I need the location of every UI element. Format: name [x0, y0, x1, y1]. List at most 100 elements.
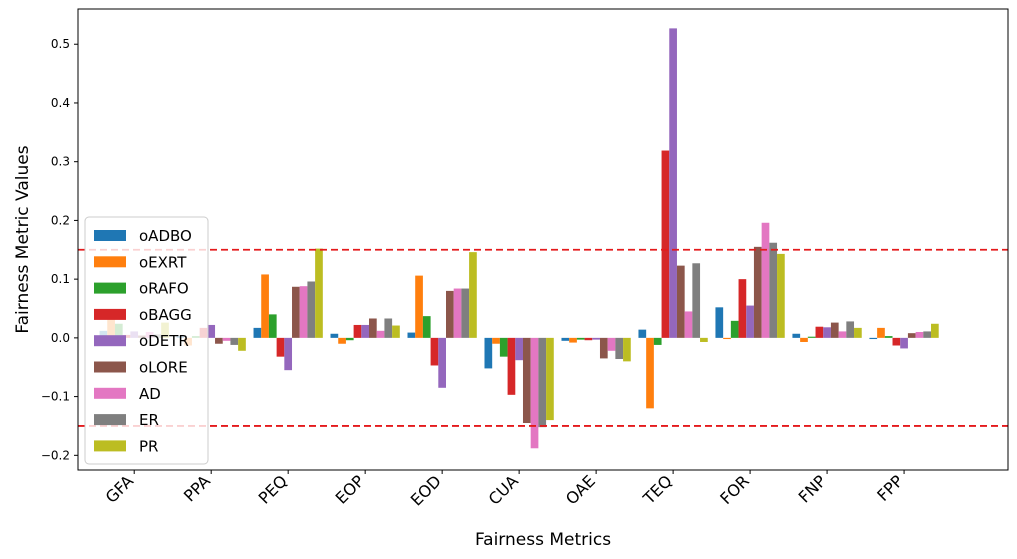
bar-oADBO-EOP [330, 333, 339, 338]
bar-AD-TEQ [684, 311, 693, 338]
legend-swatch-AD [94, 387, 126, 399]
x-tick-label-PEQ: PEQ [255, 471, 291, 507]
x-tick-label-EOP: EOP [332, 471, 369, 508]
x-tick-label-FPP: FPP [873, 471, 907, 505]
bar-oBAGG-FPP [892, 337, 901, 346]
bar-PR-FPP [931, 323, 939, 338]
x-tick-label-TEQ: TEQ [639, 471, 676, 508]
bar-oLORE-CUA [522, 337, 531, 424]
legend-swatch-PR [94, 440, 126, 452]
y-tick-label: 0.4 [51, 96, 70, 110]
bar-oEXRT-EOP [338, 337, 346, 344]
bar-AD-OAE [607, 337, 616, 351]
bar-ER-PPA [230, 337, 239, 345]
bar-PR-FOR [777, 253, 785, 338]
bar-oDETR-OAE [592, 337, 600, 340]
plot-frame [77, 8, 1009, 471]
y-axis: −0.2 −0.1 0.0 0.1 0.2 0.3 0.4 0.5 [41, 37, 78, 462]
threshold-lines [78, 248, 1008, 427]
bar-oLORE-PPA [215, 337, 223, 344]
bar-oADBO-OAE [561, 337, 570, 341]
x-tick-label-FOR: FOR [716, 471, 753, 508]
bar-PR-PPA [238, 337, 246, 351]
bar-oEXRT-FOR [723, 337, 731, 340]
y-tick-label: 0.0 [51, 331, 70, 345]
bar-oRAFO-PEQ [268, 314, 277, 338]
bar-oEXRT-CUA [492, 337, 500, 344]
bar-oADBO-FNP [792, 333, 801, 338]
bar-oEXRT-PEQ [261, 274, 269, 338]
y-tick-label: −0.2 [41, 448, 70, 462]
bar-AD-CUA [530, 337, 539, 449]
bar-oDETR-FOR [746, 305, 754, 338]
bar-AD-PPA [222, 337, 231, 341]
legend-label-ER: ER [139, 411, 159, 429]
bar-oBAGG-OAE [584, 337, 593, 341]
bar-oADBO-FOR [715, 307, 724, 338]
bar-oLORE-EOP [369, 318, 377, 338]
bar-oBAGG-CUA [507, 337, 516, 395]
bar-AD-EOP [376, 330, 385, 338]
bar-oEXRT-EOD [415, 275, 423, 338]
bar-PR-FNP [854, 327, 862, 338]
bar-oLORE-EOD [446, 290, 454, 338]
bar-oDETR-CUA [515, 337, 523, 361]
bar-oADBO-TEQ [638, 329, 647, 338]
legend-label-oEXRT: oEXRT [139, 253, 187, 271]
bar-oRAFO-CUA [499, 337, 508, 357]
bar-oBAGG-TEQ [661, 150, 670, 338]
bar-oADBO-EOD [407, 332, 416, 338]
bar-PR-CUA [546, 337, 554, 421]
bar-AD-FPP [915, 331, 924, 338]
bar-oLORE-PEQ [292, 286, 300, 338]
bar-oBAGG-FOR [738, 279, 747, 338]
bar-oADBO-PEQ [253, 327, 262, 338]
bar-ER-PEQ [307, 281, 316, 338]
bar-oBAGG-EOD [430, 337, 439, 366]
legend-swatch-oEXRT [94, 256, 126, 268]
bar-oDETR-EOP [361, 324, 370, 338]
bar-oRAFO-OAE [576, 337, 585, 340]
bar-oLORE-TEQ [676, 265, 685, 338]
bar-ER-EOD [461, 288, 470, 338]
x-tick-label-FNP: FNP [795, 471, 830, 506]
legend-label-oBAGG: oBAGG [139, 306, 192, 324]
y-tick-label: −0.1 [41, 390, 70, 404]
legend-label-oDETR: oDETR [139, 332, 189, 350]
bar-oBAGG-EOP [353, 324, 362, 338]
bar-oDETR-PEQ [284, 337, 293, 371]
legend-swatch-oRAFO [94, 282, 126, 294]
legend-label-oLORE: oLORE [139, 359, 188, 377]
legend-swatch-ER [94, 414, 126, 426]
bar-oDETR-TEQ [669, 28, 677, 338]
bar-oRAFO-FPP [884, 336, 893, 338]
bar-oRAFO-EOD [422, 316, 431, 338]
bar-ER-FPP [923, 331, 932, 338]
bar-oEXRT-TEQ [646, 337, 654, 409]
bar-oDETR-FPP [900, 337, 908, 349]
bar-oADBO-FPP [869, 337, 878, 340]
legend-swatch-oLORE [94, 361, 126, 373]
bar-AD-FOR [761, 222, 770, 338]
bar-ER-OAE [615, 337, 624, 360]
bars-layer [99, 28, 939, 449]
bar-oDETR-PPA [207, 324, 216, 338]
x-tick-label-GFA: GFA [102, 471, 137, 506]
bar-oADBO-CUA [484, 337, 493, 369]
bar-oRAFO-TEQ [653, 337, 662, 345]
bar-oDETR-EOD [438, 337, 446, 388]
y-tick-label: 0.5 [51, 37, 70, 51]
bar-oLORE-FNP [830, 322, 839, 338]
legend-swatch-oADBO [94, 230, 126, 241]
bar-oBAGG-FNP [815, 326, 824, 338]
bar-oBAGG-PEQ [276, 337, 285, 357]
legend-label-oADBO: oADBO [139, 227, 192, 245]
legend-label-PR: PR [139, 437, 158, 455]
bar-AD-PEQ [299, 286, 308, 338]
bar-PR-OAE [623, 337, 631, 362]
y-tick-label: 0.1 [51, 272, 70, 286]
bar-oLORE-OAE [599, 337, 608, 359]
bar-oEXRT-OAE [569, 337, 577, 343]
y-tick-label: 0.2 [51, 213, 70, 227]
